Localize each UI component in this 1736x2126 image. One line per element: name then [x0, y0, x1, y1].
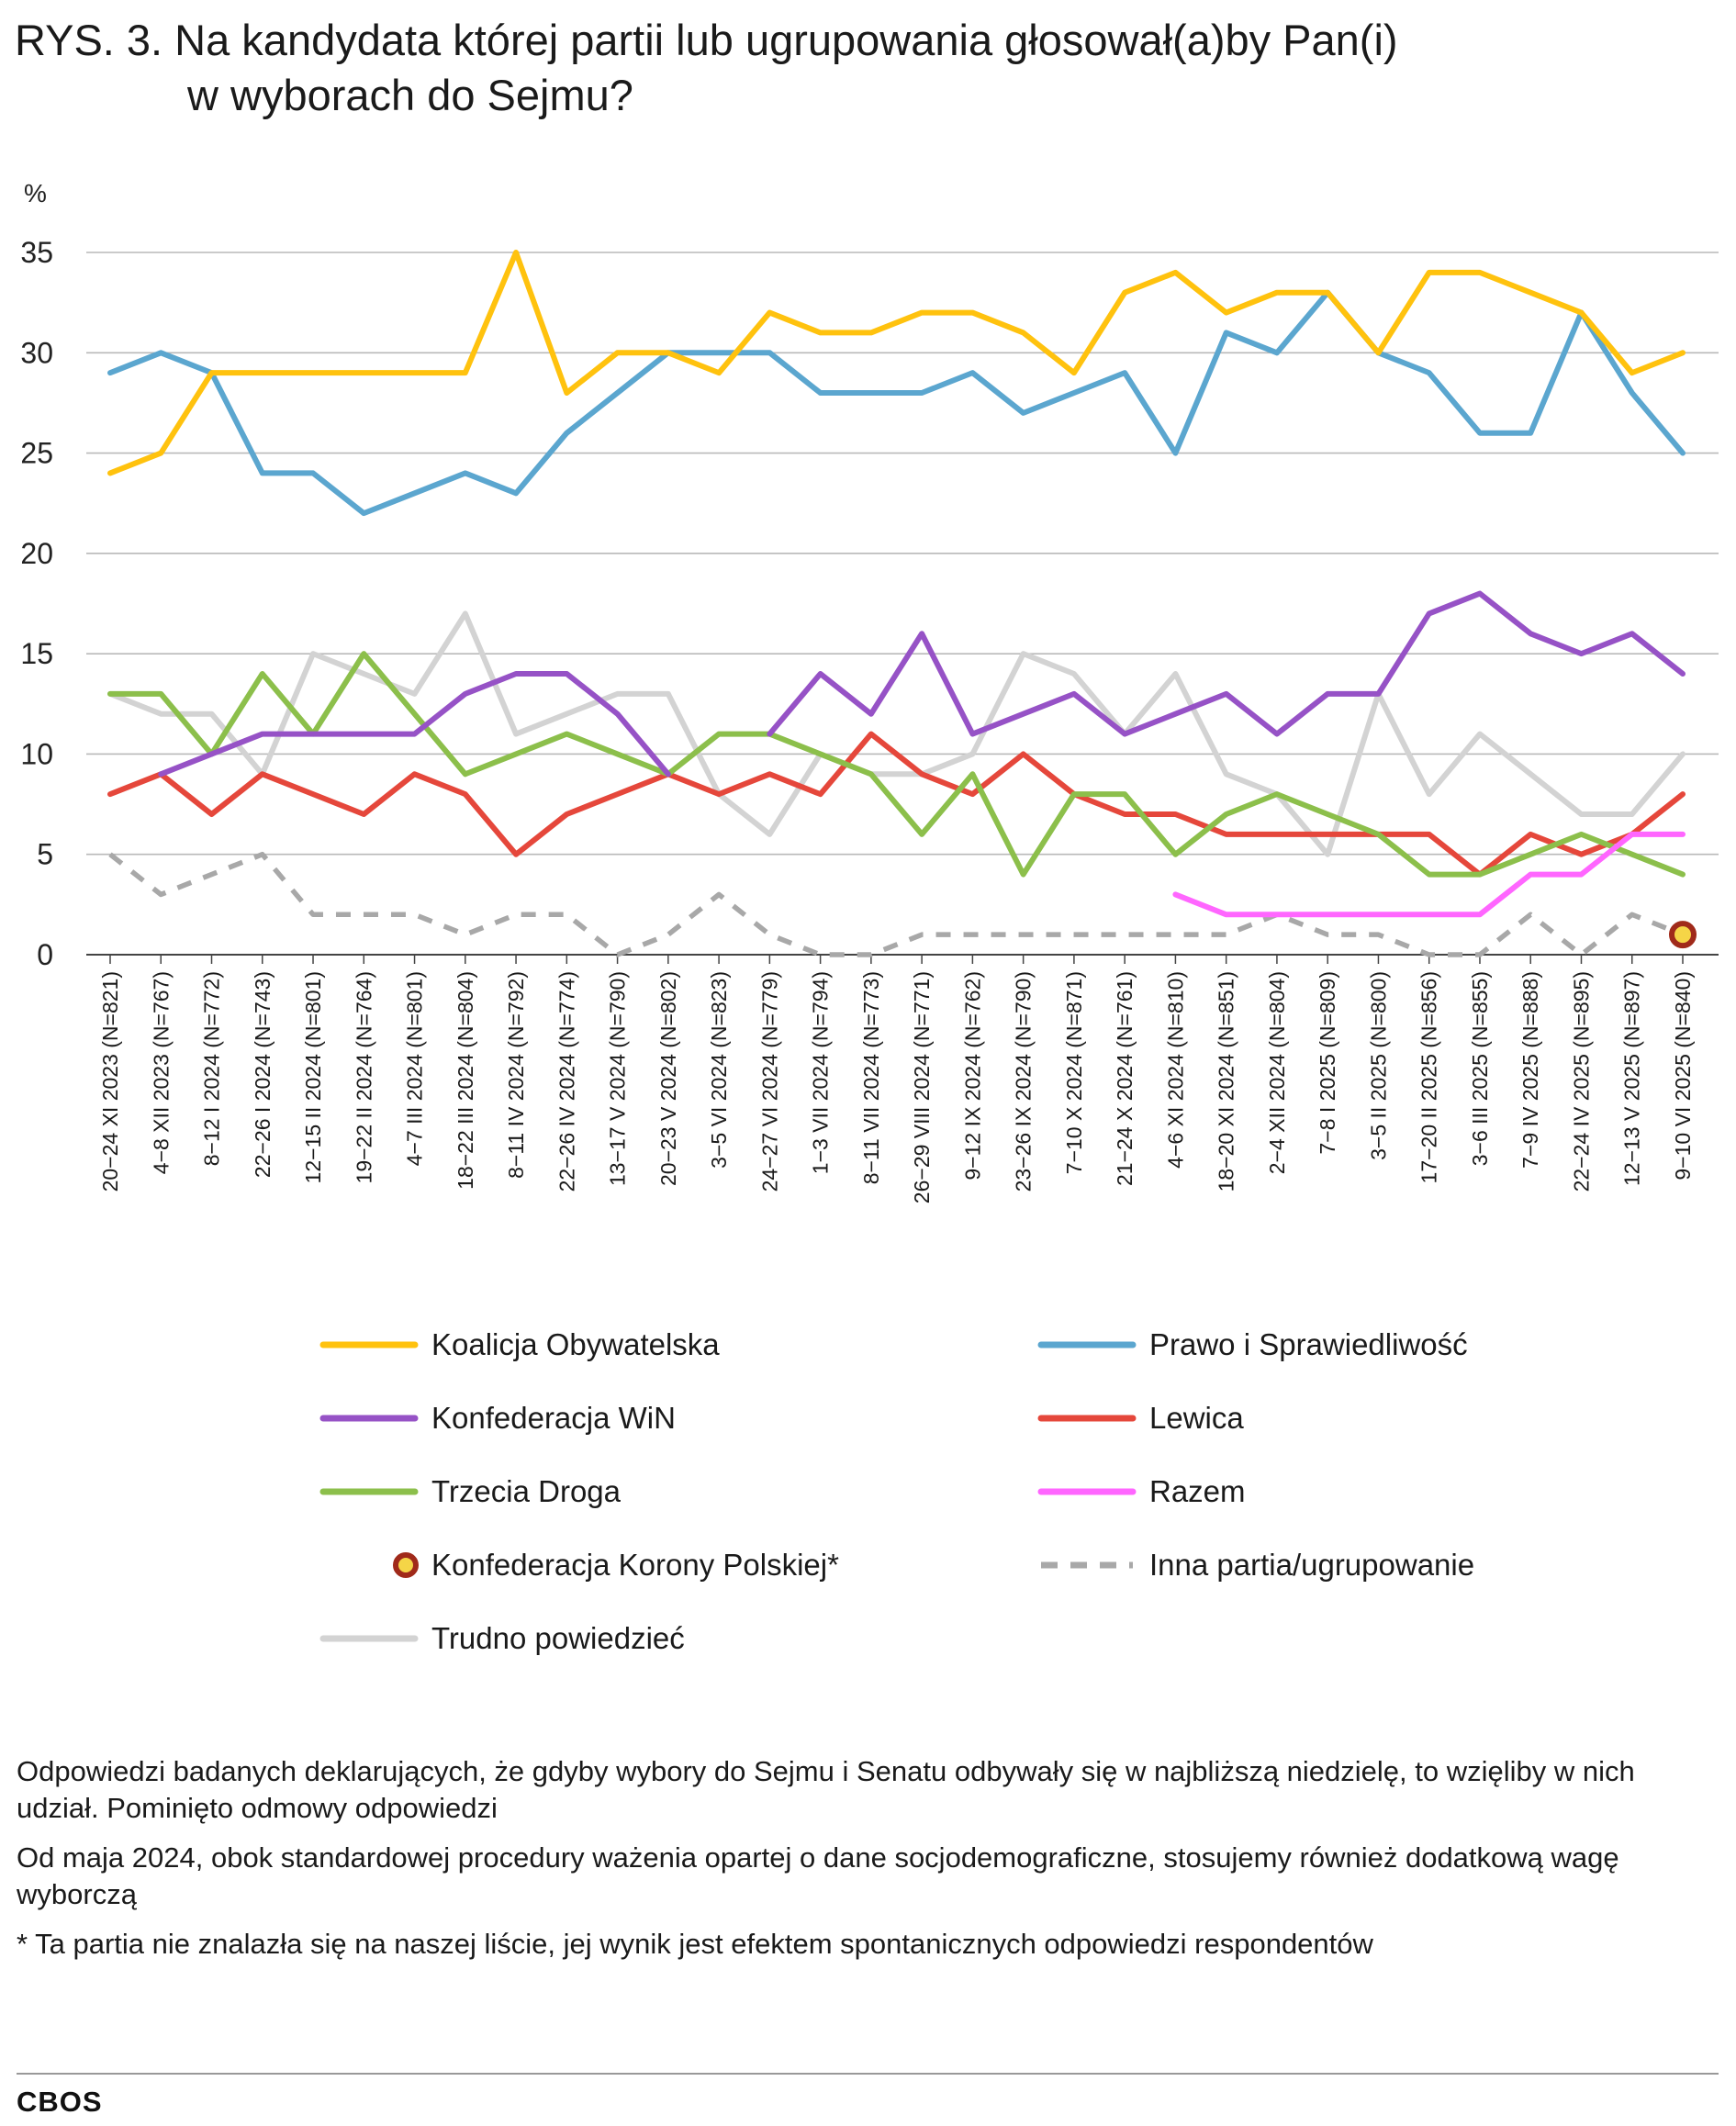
series-line-koalicja-obywatelska — [107, 250, 1686, 476]
x-tick-label: 24−27 VI 2024 (N=779) — [757, 971, 781, 1192]
x-tick-label: 4−6 XI 2024 (N=810) — [1163, 971, 1187, 1169]
brand-logo: CBOS — [17, 2086, 103, 2118]
x-tick-label: 12−15 II 2024 (N=801) — [301, 971, 325, 1183]
legend-item-trudno-powiedziec: Trudno powiedzieć — [319, 1620, 685, 1657]
x-tick-label: 7−10 X 2024 (N=871) — [1062, 971, 1086, 1174]
series-line-razem — [1172, 831, 1686, 918]
x-tick-label: 18−20 XI 2024 (N=851) — [1215, 971, 1238, 1192]
legend-swatch — [319, 1635, 419, 1642]
chart-notes: Odpowiedzi badanych deklarujących, że gd… — [17, 1753, 1715, 1975]
legend-item-konfederacja-win: Konfederacja WiN — [319, 1400, 676, 1437]
legend-swatch — [393, 1552, 419, 1578]
legend-item-konfederacja-korony-polskiej: Konfederacja Korony Polskiej* — [319, 1547, 839, 1583]
legend-swatch — [1037, 1488, 1137, 1495]
x-tick-label: 8−11 VII 2024 (N=773) — [859, 971, 883, 1184]
note-asterisk: * Ta partia nie znalazła się na naszej l… — [17, 1928, 1373, 1960]
legend-label: Inna partia/ugrupowanie — [1149, 1548, 1475, 1582]
y-tick-label: 25 — [20, 437, 53, 470]
note-weighting: Od maja 2024, obok standardowej procedur… — [17, 1841, 1619, 1910]
series-line-prawo-i-sprawiedliwosc — [107, 289, 1686, 517]
x-tick-label: 8−12 I 2024 (N=772) — [200, 971, 224, 1166]
series-line-konfederacja-win — [767, 590, 1686, 737]
series-line-trzecia-droga — [107, 651, 1686, 878]
x-tick-label: 21−24 X 2024 (N=761) — [1113, 971, 1137, 1186]
y-tick-label: 30 — [20, 336, 53, 369]
y-tick-label: 0 — [37, 938, 53, 971]
y-tick-label: 35 — [20, 236, 53, 269]
x-tick-label: 19−22 II 2024 (N=764) — [352, 971, 375, 1183]
y-axis-label: % — [24, 179, 47, 207]
x-tick-label: 2−4 XII 2024 (N=804) — [1265, 971, 1289, 1174]
x-tick-label: 1−3 VII 2024 (N=794) — [809, 971, 833, 1174]
legend-item-inna-partia-ugrupowanie: Inna partia/ugrupowanie — [1037, 1547, 1474, 1583]
legend-swatch — [1037, 1341, 1137, 1348]
legend-item-lewica: Lewica — [1037, 1400, 1244, 1437]
chart-title: RYS. 3. Na kandydata której partii lub u… — [15, 13, 1722, 123]
legend-swatch — [1037, 1415, 1137, 1422]
x-tick-label: 22−26 IV 2024 (N=774) — [554, 971, 578, 1192]
series-line-inna-partia-ugrupowanie — [108, 851, 1685, 957]
x-tick-label: 3−6 III 2025 (N=855) — [1468, 971, 1492, 1166]
x-tick-label: 13−17 V 2024 (N=790) — [606, 971, 630, 1186]
x-tick-label: 22−24 IV 2025 (N=895) — [1569, 971, 1593, 1192]
x-tick-label: 20−24 XI 2023 (N=821) — [98, 971, 122, 1192]
x-tick-label: 3−5 VI 2024 (N=823) — [707, 971, 731, 1169]
legend-swatch — [319, 1341, 419, 1348]
note-respondents: Odpowiedzi badanych deklarujących, że gd… — [17, 1755, 1635, 1824]
x-tick-label: 26−29 VIII 2024 (N=771) — [910, 971, 934, 1203]
legend-label: Trzecia Droga — [431, 1474, 622, 1508]
chart-title-line-2: w wyborach do Sejmu? — [187, 71, 633, 119]
legend-label: Trudno powiedzieć — [431, 1621, 685, 1655]
y-tick-label: 20 — [20, 537, 53, 570]
legend-item-prawo-i-sprawiedliwosc: Prawo i Sprawiedliwość — [1037, 1326, 1468, 1363]
x-tick-label: 22−26 I 2024 (N=743) — [251, 971, 274, 1178]
legend-label: Konfederacja Korony Polskiej* — [431, 1548, 839, 1582]
legend-swatch — [1041, 1561, 1133, 1569]
legend-swatch — [319, 1415, 419, 1422]
x-tick-label: 9−12 IX 2024 (N=762) — [960, 971, 984, 1180]
chart-title-line-1: RYS. 3. Na kandydata której partii lub u… — [15, 16, 1398, 64]
x-tick-label: 20−23 V 2024 (N=802) — [656, 971, 680, 1186]
x-tick-label: 4−8 XII 2023 (N=767) — [149, 971, 173, 1174]
series-line-lewica — [107, 731, 1686, 878]
legend-item-razem: Razem — [1037, 1473, 1246, 1510]
legend-swatch — [319, 1488, 419, 1495]
x-tick-label: 3−5 II 2025 (N=800) — [1366, 971, 1390, 1160]
data-point-konfederacja-korony-polskiej — [1669, 921, 1697, 949]
y-tick-label: 5 — [37, 838, 53, 871]
line-chart: % 0 5 10 15 20 25 30 35 20−24 XI 2023 (N=821) 4−8 … — [20, 179, 1719, 1203]
x-tick-label: 7−9 IV 2025 (N=888) — [1518, 971, 1542, 1169]
legend-item-koalicja-obywatelska: Koalicja Obywatelska — [319, 1326, 720, 1363]
legend-label: Prawo i Sprawiedliwość — [1149, 1327, 1468, 1361]
series-line-konfederacja-win — [158, 671, 671, 778]
legend-label: Koalicja Obywatelska — [431, 1327, 720, 1361]
footer-divider — [17, 2073, 1719, 2075]
x-tick-label: 8−11 IV 2024 (N=792) — [504, 971, 528, 1179]
x-tick-label: 4−7 III 2024 (N=801) — [403, 971, 427, 1166]
y-tick-label: 10 — [20, 737, 53, 770]
y-tick-label: 15 — [20, 637, 53, 670]
x-tick-label: 18−22 III 2024 (N=804) — [454, 971, 477, 1190]
x-tick-label: 9−10 VI 2025 (N=840) — [1671, 971, 1695, 1180]
x-tick-label: 7−8 I 2025 (N=809) — [1316, 971, 1339, 1154]
x-tick-label: 17−20 II 2025 (N=856) — [1417, 971, 1441, 1183]
legend-label: Razem — [1149, 1474, 1246, 1508]
legend-label: Lewica — [1149, 1401, 1244, 1435]
x-tick-label: 12−13 V 2025 (N=897) — [1620, 971, 1644, 1186]
legend-item-trzecia-droga: Trzecia Droga — [319, 1473, 621, 1510]
legend-label: Konfederacja WiN — [431, 1401, 676, 1435]
chart-legend: Koalicja Obywatelska Prawo i Sprawiedliwo… — [0, 1326, 1736, 1684]
series-line-trudno-powiedziec — [107, 610, 1686, 857]
x-tick-label: 23−26 IX 2024 (N=790) — [1012, 971, 1036, 1192]
